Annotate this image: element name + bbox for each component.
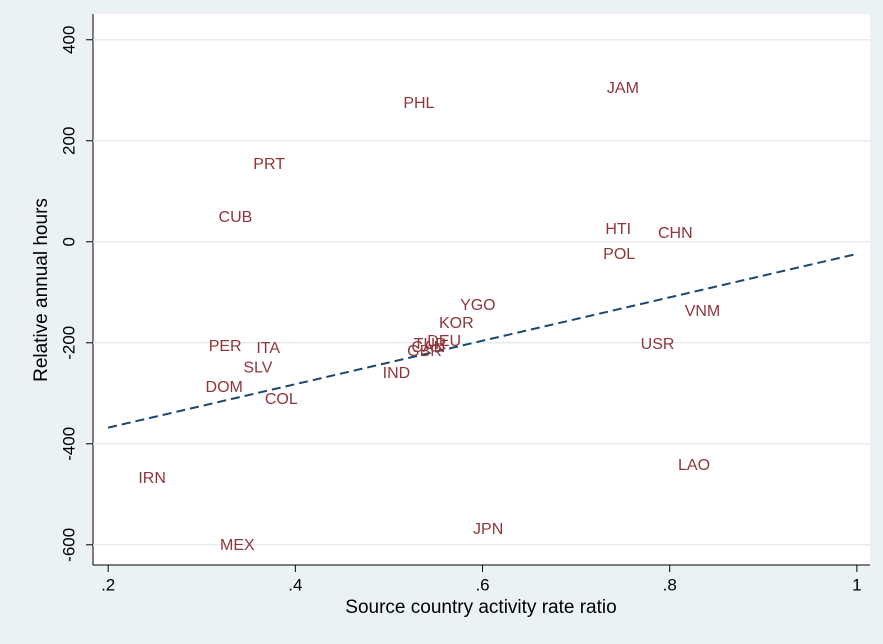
point-label: KOR bbox=[439, 315, 474, 332]
point-label: PER bbox=[209, 338, 242, 355]
point-label: DEU bbox=[427, 333, 461, 350]
point-label: VNM bbox=[685, 303, 721, 320]
point-label: IRN bbox=[138, 470, 166, 487]
y-tick-label: -200 bbox=[59, 326, 78, 360]
x-axis-title: Source country activity rate ratio bbox=[345, 597, 616, 618]
point-label: GBR bbox=[407, 343, 442, 360]
point-label: POL bbox=[603, 246, 635, 263]
point-label: JPN bbox=[473, 521, 503, 538]
fit-line bbox=[107, 252, 858, 429]
y-tick-label: -600 bbox=[59, 528, 78, 562]
point-label: HTI bbox=[605, 221, 631, 238]
point-label: CUB bbox=[219, 209, 253, 226]
point-label: ITA bbox=[256, 340, 280, 357]
point-label: PHL bbox=[403, 95, 434, 112]
point-label: CHN bbox=[658, 225, 693, 242]
point-label: MEX bbox=[220, 537, 255, 554]
point-label: JAM bbox=[607, 80, 639, 97]
plot-area bbox=[93, 14, 870, 565]
y-tick-label: 400 bbox=[59, 26, 78, 54]
point-label: SLV bbox=[243, 359, 272, 376]
x-tick-label: .4 bbox=[288, 575, 302, 594]
x-tick-label: 1 bbox=[852, 575, 861, 594]
y-tick-label: 200 bbox=[59, 127, 78, 155]
y-tick-label: -400 bbox=[59, 427, 78, 461]
point-label: YGO bbox=[460, 297, 496, 314]
point-label: LAO bbox=[678, 457, 710, 474]
y-tick-label: 0 bbox=[59, 237, 78, 246]
point-label: CAN bbox=[411, 339, 445, 356]
point-label: USR bbox=[641, 336, 675, 353]
point-label: TUR bbox=[414, 336, 447, 353]
point-label: COL bbox=[265, 391, 298, 408]
x-tick-label: .6 bbox=[475, 575, 489, 594]
point-label: IND bbox=[383, 365, 411, 382]
y-axis-title: Relative annual hours bbox=[31, 198, 52, 382]
x-tick-label: .8 bbox=[663, 575, 677, 594]
point-label: DOM bbox=[206, 379, 243, 396]
point-label: PRT bbox=[253, 156, 285, 173]
x-tick-label: .2 bbox=[101, 575, 115, 594]
